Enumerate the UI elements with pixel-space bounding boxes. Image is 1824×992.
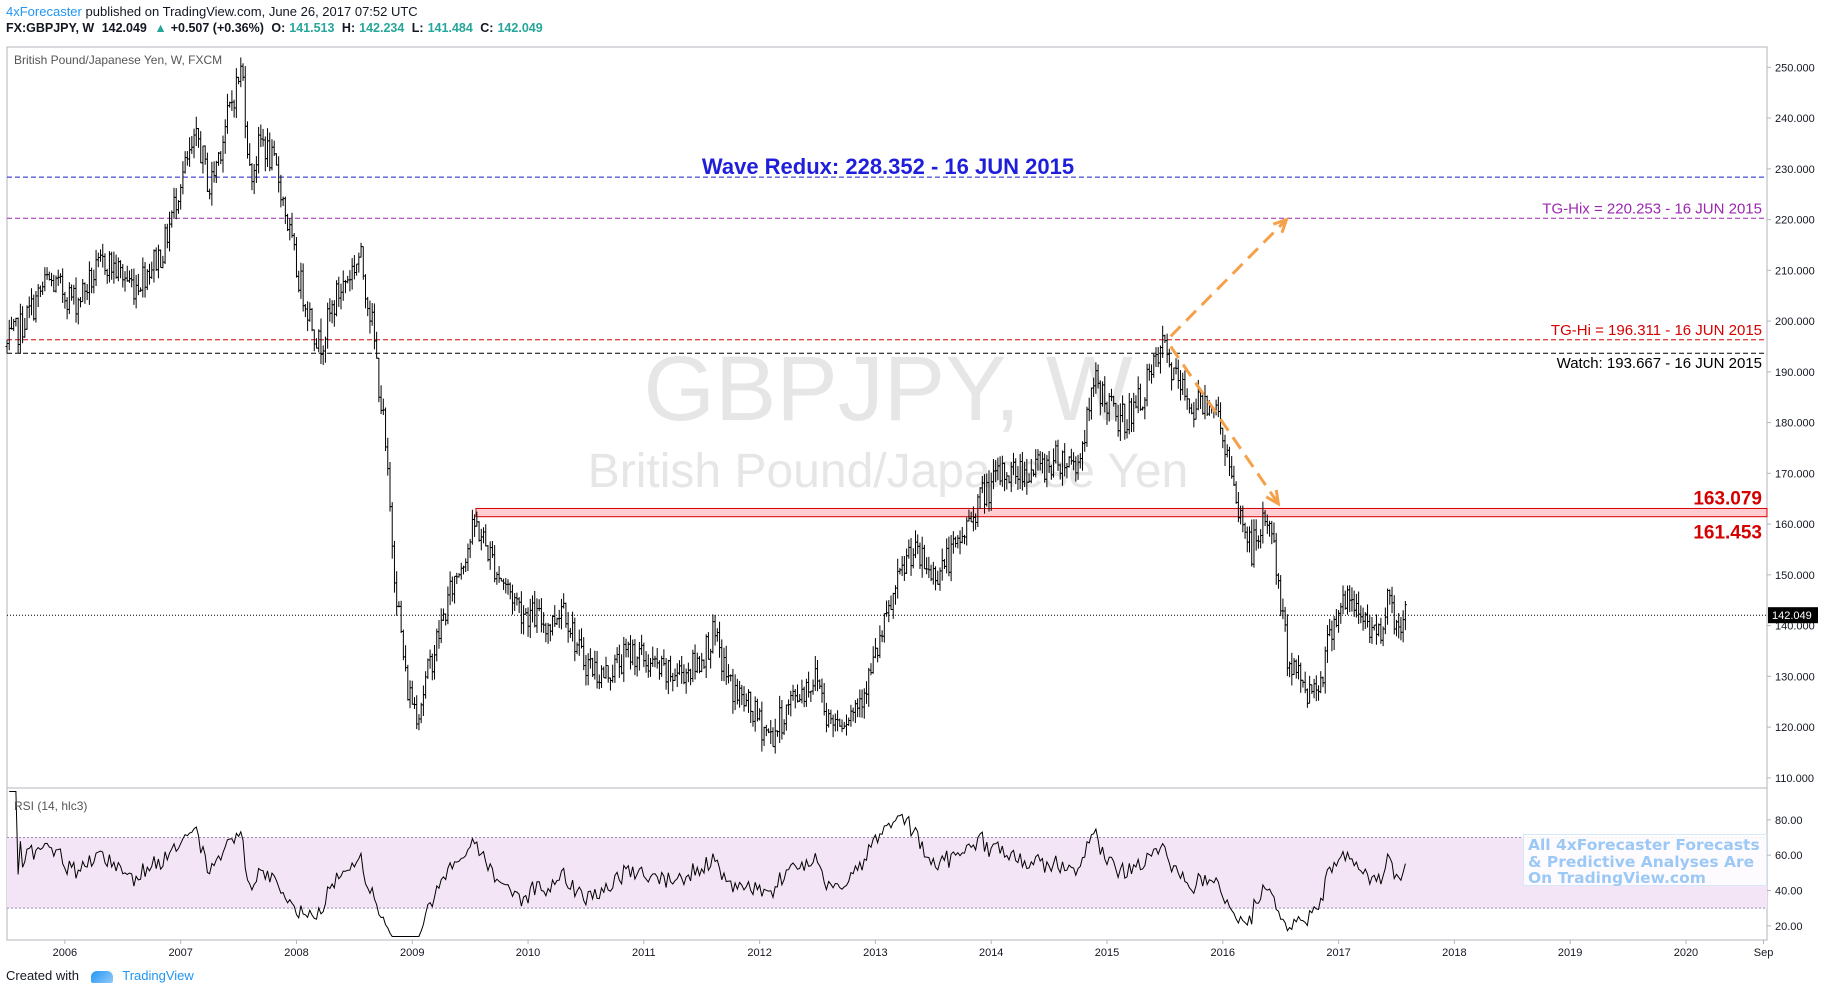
time-tick-label: 2020 <box>1674 947 1698 959</box>
last-price-label: 142.049 <box>1772 610 1812 622</box>
time-tick-label: 2006 <box>53 947 77 959</box>
forecast-arrows <box>1169 217 1289 507</box>
forecast-arrow-head-2 <box>1265 489 1281 507</box>
price-tick-label: 240.000 <box>1775 113 1815 125</box>
change-value: +0.507 (+0.36%) <box>170 21 264 35</box>
watermark-symbol: GBPJPY, W <box>643 338 1132 440</box>
low-value: 141.484 <box>427 21 473 35</box>
watch-label: Watch: 193.667 - 16 JUN 2015 <box>1557 355 1762 372</box>
tradingview-logo-icon[interactable] <box>90 970 113 983</box>
rsi-tick-label: 40.00 <box>1775 886 1803 898</box>
time-tick-label: 2018 <box>1442 947 1466 959</box>
time-tick-label: 2016 <box>1211 947 1235 959</box>
price-tick-label: 220.000 <box>1775 215 1815 227</box>
watermark: GBPJPY, W British Pound/Japanese Yen <box>588 338 1188 498</box>
promo-line-1: All 4xForecaster Forecasts <box>1528 836 1760 854</box>
forecast-arrow-1 <box>1169 218 1288 338</box>
time-tick-label: 2009 <box>400 947 424 959</box>
time-tick-label: 2013 <box>863 947 887 959</box>
time-tick-label: 2019 <box>1558 947 1582 959</box>
rsi-band <box>7 837 1767 909</box>
price-tick-label: 150.000 <box>1775 570 1815 582</box>
time-tick-label: 2008 <box>284 947 308 959</box>
price-tick-label: 180.000 <box>1775 418 1815 430</box>
time-tick-label: 2007 <box>168 947 192 959</box>
time-tick-label: 2012 <box>747 947 771 959</box>
last-price: 142.049 <box>101 21 147 35</box>
author-link[interactable]: 4xForecaster <box>6 4 82 19</box>
price-tick-label: 140.000 <box>1775 621 1815 633</box>
symbol-label: FX:GBPJPY, W <box>6 21 95 35</box>
time-tick-label: 2010 <box>516 947 540 959</box>
rsi-pane: 80.00 60.00 40.00 20.00 <box>7 791 1803 937</box>
price-bars <box>5 57 1407 754</box>
price-tick-label: 110.000 <box>1775 773 1814 785</box>
created-with-label: Created with <box>6 968 79 983</box>
zone-rect <box>475 507 1768 518</box>
rsi-tick-label: 60.00 <box>1775 850 1803 862</box>
ohlc-line: FX:GBPJPY, W 142.049 ▲ +0.507 (+0.36%) O:… <box>6 21 547 35</box>
publication-line: 4xForecaster published on TradingView.co… <box>6 4 418 19</box>
tg-hi-label: TG-Hi = 196.311 - 16 JUN 2015 <box>1551 322 1762 339</box>
last-price-badge <box>1768 607 1818 624</box>
close-value: 142.049 <box>497 21 543 35</box>
open-label: O: <box>271 21 286 35</box>
wave-label: Wave Redux: 228.352 - 16 JUN 2015 <box>702 154 1074 179</box>
rsi-tick-label: 20.00 <box>1775 921 1803 933</box>
promo-box: All 4xForecaster Forecasts & Predictive … <box>1523 834 1767 886</box>
open-value: 141.513 <box>289 21 335 35</box>
promo-line-2: & Predictive Analyses Are <box>1528 852 1755 871</box>
price-axis[interactable]: 250.000 240.000 230.000 220.000 210.000 200.0… <box>1767 62 1815 785</box>
price-tick-label: 120.000 <box>1775 722 1815 734</box>
tg-hix-label: TG-Hix = 220.253 - 16 JUN 2015 <box>1542 200 1762 217</box>
last-price-marker: 142.049 <box>7 607 1818 624</box>
high-value: 142.234 <box>359 21 405 35</box>
price-tick-label: 250.000 <box>1775 62 1815 74</box>
price-tick-label: 190.000 <box>1775 367 1815 379</box>
time-tick-label: 2015 <box>1095 947 1119 959</box>
high-label: H: <box>341 21 356 35</box>
rsi-tick-label: 80.00 <box>1775 815 1803 827</box>
footer: Created with TradingView <box>6 968 194 983</box>
resistance-zone: 163.079 161.453 <box>475 488 1768 544</box>
price-tick-label: 200.000 <box>1775 316 1815 328</box>
published-text: published on TradingView.com, June 26, 2… <box>85 4 418 19</box>
time-tick-label: 2011 <box>632 947 656 959</box>
change-up-icon: ▲ <box>154 21 167 35</box>
forecast-arrow-2 <box>1169 345 1280 505</box>
price-tick-label: 130.000 <box>1775 671 1815 683</box>
zone-low-label: 161.453 <box>1693 523 1762 544</box>
zone-high-label: 163.079 <box>1693 488 1762 509</box>
price-tick-label: 230.000 <box>1775 164 1815 176</box>
main-chart-title: British Pound/Japanese Yen, W, FXCM <box>14 53 222 67</box>
target-lines: Wave Redux: 228.352 - 16 JUN 2015 TG-Hix … <box>7 154 1767 372</box>
tradingview-link[interactable]: TradingView <box>122 968 194 983</box>
close-label: C: <box>480 21 494 35</box>
time-tick-label: 2014 <box>979 947 1003 959</box>
price-tick-label: 160.000 <box>1775 519 1815 531</box>
rsi-title: RSI (14, hlc3) <box>14 799 87 813</box>
watermark-name: British Pound/Japanese Yen <box>588 445 1188 498</box>
forecast-arrow-head-1 <box>1272 217 1289 234</box>
time-tick-label: Sep <box>1754 947 1774 959</box>
time-axis[interactable]: 2006 2007 2008 2009 2010 2011 2012 2013 2014 2015… <box>53 940 1774 959</box>
time-tick-label: 2017 <box>1326 947 1350 959</box>
promo-line-3: On TradingView.com <box>1528 869 1706 887</box>
rsi-line <box>9 791 1406 937</box>
price-tick-label: 210.000 <box>1775 265 1815 277</box>
price-tick-label: 170.000 <box>1775 468 1815 480</box>
low-label: L: <box>411 21 424 35</box>
